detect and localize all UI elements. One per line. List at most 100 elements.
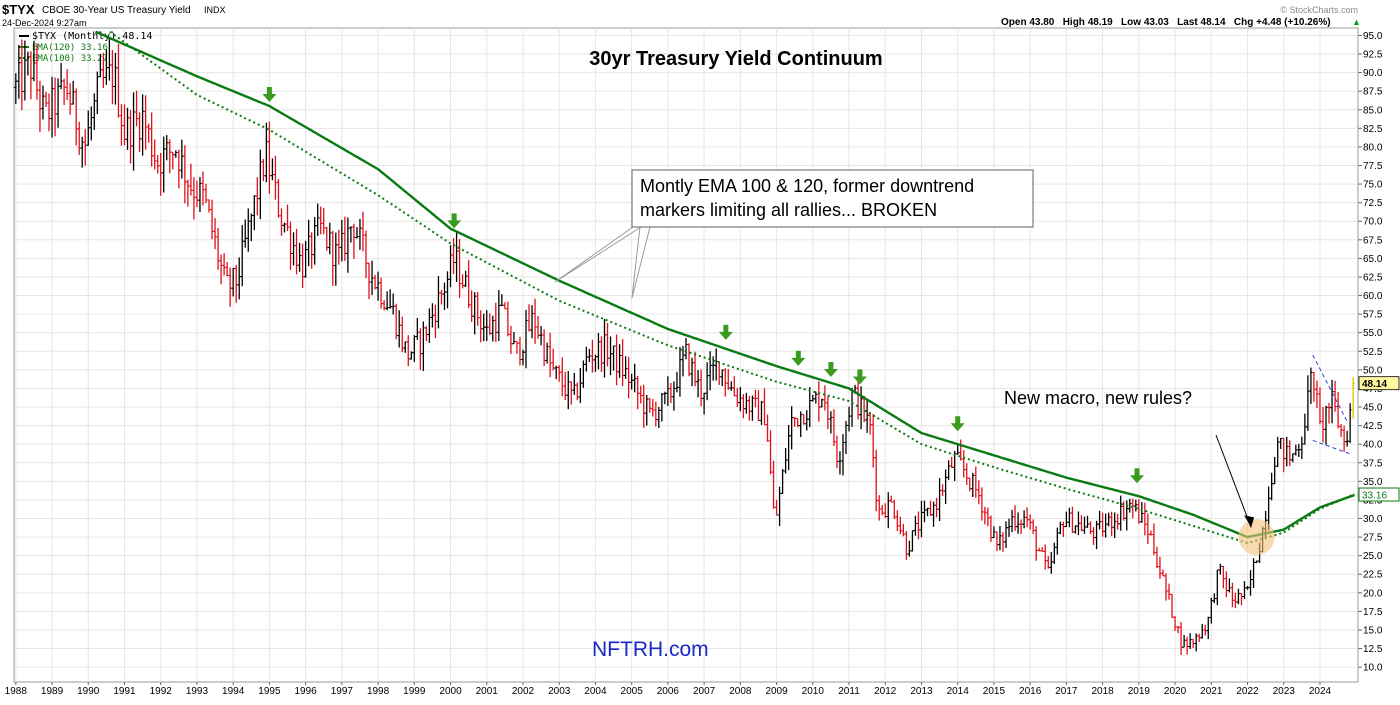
callout-ema: Montly EMA 100 & 120, former downtrend m… bbox=[554, 169, 1034, 299]
y-tick-label: 25.0 bbox=[1363, 551, 1383, 562]
watermark: © StockCharts.com bbox=[1280, 5, 1358, 15]
symbol-label: $TYX bbox=[2, 2, 35, 17]
y-tick-label: 80.0 bbox=[1363, 142, 1383, 153]
pointer-arrowhead bbox=[1244, 515, 1255, 528]
y-tick-label: 92.5 bbox=[1363, 50, 1383, 61]
y-tick-label: 95.0 bbox=[1363, 31, 1383, 42]
down-arrow-icon bbox=[718, 324, 733, 340]
y-tick-label: 50.0 bbox=[1363, 365, 1383, 376]
y-tick-label: 17.5 bbox=[1363, 607, 1383, 618]
last-ema-tag-box bbox=[1358, 487, 1400, 502]
annotation-nftrh: NFTRH.com bbox=[592, 638, 709, 661]
x-tick-label: 2000 bbox=[439, 686, 462, 697]
y-tick-label: 45.0 bbox=[1363, 403, 1383, 414]
chart-title: 30yr Treasury Yield Continuum bbox=[589, 48, 882, 70]
legend-ema120: EMA(120) 33.16 bbox=[32, 43, 108, 53]
x-tick-label: 2008 bbox=[729, 686, 752, 697]
x-tick-label: 1988 bbox=[5, 686, 28, 697]
y-tick-label: 75.0 bbox=[1363, 180, 1383, 191]
down-arrow-shaft bbox=[955, 416, 961, 425]
ema-lines bbox=[95, 30, 1355, 545]
callout-line-2: markers limiting all rallies... BROKEN bbox=[640, 200, 937, 220]
y-tick-label: 85.0 bbox=[1363, 105, 1383, 116]
down-arrow-shaft bbox=[451, 213, 457, 222]
y-tick-label: 15.0 bbox=[1363, 625, 1383, 636]
down-arrow-head bbox=[950, 423, 965, 432]
down-arrow-shaft bbox=[266, 87, 272, 96]
y-tick-label: 67.5 bbox=[1363, 235, 1383, 246]
last-ema-tag-label: 33.16 bbox=[1362, 491, 1387, 502]
down-arrow-shaft bbox=[795, 350, 801, 359]
x-tick-label: 2020 bbox=[1164, 686, 1187, 697]
exchange-label: INDX bbox=[204, 5, 226, 15]
x-tick-label: 2024 bbox=[1309, 686, 1332, 697]
x-tick-label: 2017 bbox=[1055, 686, 1078, 697]
x-tick-label: 1990 bbox=[77, 686, 100, 697]
down-arrow-icon bbox=[1130, 468, 1145, 484]
x-tick-label: 2002 bbox=[512, 686, 535, 697]
x-tick-label: 2003 bbox=[548, 686, 571, 697]
y-tick-label: 10.0 bbox=[1363, 663, 1383, 674]
x-tick-label: 2001 bbox=[476, 686, 499, 697]
x-tick-label: 1993 bbox=[186, 686, 209, 697]
y-tick-label: 35.0 bbox=[1363, 477, 1383, 488]
last-ema-tag: 33.16 bbox=[1358, 487, 1400, 502]
down-arrow-head bbox=[447, 220, 462, 229]
callout-box bbox=[631, 169, 1034, 228]
down-arrow-shaft bbox=[723, 324, 729, 333]
legend-ema100: EMA(100) 33.27 bbox=[32, 54, 108, 64]
chart-marks: 48.14 33.16 bbox=[262, 87, 1400, 556]
x-tick-label: 2010 bbox=[802, 686, 825, 697]
x-tick-label: 1999 bbox=[403, 686, 426, 697]
x-tick-label: 1994 bbox=[222, 686, 245, 697]
y-tick-label: 65.0 bbox=[1363, 254, 1383, 265]
x-tick-label: 2005 bbox=[621, 686, 644, 697]
annotation-new-macro: New macro, new rules? bbox=[1004, 388, 1192, 408]
x-tick-label: 1991 bbox=[113, 686, 136, 697]
ema120-line bbox=[95, 30, 1355, 539]
y-tick-label: 22.5 bbox=[1363, 570, 1383, 581]
symbol-name: CBOE 30-Year US Treasury Yield bbox=[42, 5, 191, 16]
y-tick-label: 27.5 bbox=[1363, 533, 1383, 544]
legend-ema120-swatch bbox=[19, 46, 29, 48]
y-tick-label: 87.5 bbox=[1363, 87, 1383, 98]
y-tick-label: 40.0 bbox=[1363, 440, 1383, 451]
down-arrow-icon bbox=[791, 350, 806, 366]
x-tick-label: 2022 bbox=[1236, 686, 1259, 697]
x-tick-label: 2016 bbox=[1019, 686, 1042, 697]
pointer-line bbox=[1215, 434, 1252, 528]
y-tick-label: 82.5 bbox=[1363, 124, 1383, 135]
y-tick-label: 52.5 bbox=[1363, 347, 1383, 358]
down-arrow-icon bbox=[823, 362, 838, 378]
x-tick-label: 1995 bbox=[258, 686, 281, 697]
down-arrow-head bbox=[791, 357, 806, 366]
last-price-tag-label: 48.14 bbox=[1362, 379, 1387, 390]
grid-layer bbox=[14, 28, 1358, 682]
down-arrow-head bbox=[823, 369, 838, 378]
x-tick-label: 2023 bbox=[1273, 686, 1296, 697]
x-tick-label: 2006 bbox=[657, 686, 680, 697]
x-tick-label: 1992 bbox=[150, 686, 173, 697]
trendline-upper bbox=[1312, 354, 1349, 424]
legend-price-swatch bbox=[19, 35, 29, 37]
x-tick-label: 2009 bbox=[765, 686, 788, 697]
y-tick-label: 57.5 bbox=[1363, 310, 1383, 321]
x-tick-label: 2014 bbox=[947, 686, 970, 697]
down-arrow-head bbox=[1130, 475, 1145, 484]
y-tick-label: 72.5 bbox=[1363, 198, 1383, 209]
y-tick-label: 55.0 bbox=[1363, 328, 1383, 339]
last-price-tag-box bbox=[1358, 376, 1400, 391]
legend-price: $TYX (Monthly) 48.14 bbox=[32, 31, 152, 42]
x-tick-label: 2007 bbox=[693, 686, 716, 697]
x-tick-label: 2004 bbox=[584, 686, 607, 697]
x-tick-label: 1989 bbox=[41, 686, 64, 697]
y-tick-label: 12.5 bbox=[1363, 644, 1383, 655]
y-tick-label: 90.0 bbox=[1363, 68, 1383, 79]
y-tick-label: 62.5 bbox=[1363, 272, 1383, 283]
callout-line-1: Montly EMA 100 & 120, former downtrend bbox=[640, 176, 974, 196]
down-arrow-shaft bbox=[1134, 468, 1140, 477]
ohlc-bars bbox=[13, 38, 1356, 656]
x-tick-label: 1996 bbox=[294, 686, 317, 697]
